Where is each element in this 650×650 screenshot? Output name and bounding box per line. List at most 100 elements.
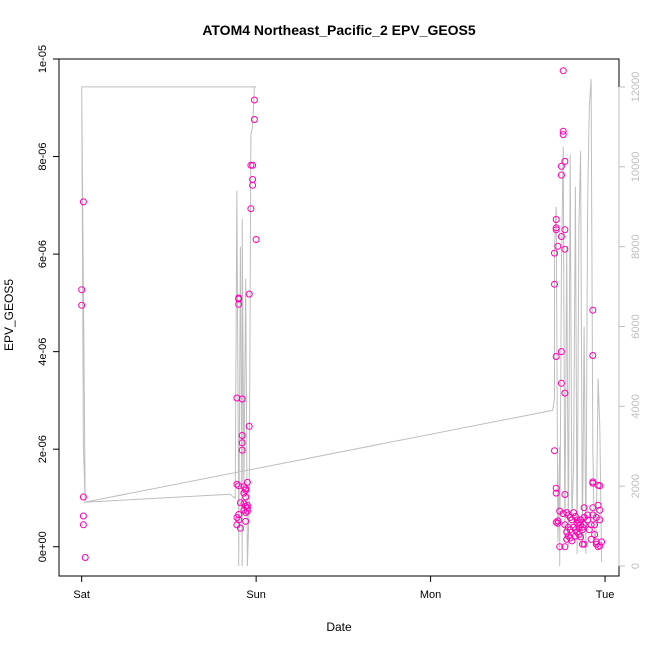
y-tick-label: 1e-05: [37, 45, 49, 73]
data-point: [551, 280, 558, 288]
y-tick-label: 2e-06: [37, 435, 49, 463]
x-tick-label: Sat: [73, 589, 90, 601]
data-point: [552, 518, 560, 526]
chart-title: ATOM4 Northeast_Pacific_2 EPV_GEOS5: [202, 22, 476, 38]
data-point: [559, 510, 567, 518]
data-point: [552, 484, 560, 492]
data-point: [584, 511, 592, 519]
data-point: [552, 216, 560, 223]
data-point: [79, 493, 87, 501]
data-point: [564, 532, 572, 540]
data-point: [561, 521, 569, 529]
data-point: [551, 447, 558, 455]
data-point: [585, 526, 593, 534]
data-point: [571, 532, 579, 540]
data-point: [556, 543, 564, 551]
data-point: [561, 157, 569, 165]
y-axis-right: 0 2000 4000 6000 8000 10000 12000: [618, 72, 642, 569]
data-point: [589, 306, 597, 314]
data-point: [591, 521, 599, 529]
x-axis: Sat Sun Mon Tue: [73, 575, 615, 601]
data-point: [596, 542, 604, 550]
data-point: [238, 432, 246, 439]
data-point: [250, 116, 258, 123]
data-point: [236, 499, 244, 507]
data-point: [554, 517, 562, 525]
data-point: [242, 517, 250, 525]
data-point: [554, 519, 562, 527]
data-point: [235, 482, 243, 490]
data-point: [575, 524, 583, 532]
data-point: [245, 290, 253, 298]
data-point: [589, 352, 597, 359]
data-point: [596, 516, 604, 524]
data-point: [561, 491, 569, 498]
data-point: [580, 540, 588, 548]
data-point: [236, 524, 244, 532]
y-axis-label: EPV_GEOS5: [2, 279, 16, 351]
data-point: [78, 301, 86, 309]
data-point: [552, 353, 560, 360]
data-point: [79, 198, 87, 206]
data-point: [78, 286, 86, 294]
x-tick-label: Tue: [596, 589, 615, 601]
data-point: [238, 395, 246, 403]
y2-tick-label: 6000: [630, 314, 642, 338]
data-point: [79, 512, 87, 520]
data-point: [249, 181, 257, 189]
data-point: [580, 504, 588, 512]
data-point: [243, 478, 251, 486]
x-axis-label: Date: [326, 620, 352, 634]
x-tick-label: Mon: [420, 589, 441, 601]
data-point: [554, 242, 562, 250]
data-point: [570, 523, 578, 531]
data-point: [242, 493, 250, 501]
y-tick-label: 4e-06: [37, 338, 49, 366]
y-axis-left: 0e+00 2e-06 4e-06 6e-06 8e-06 1e-05: [37, 45, 60, 562]
data-point: [561, 245, 569, 253]
data-point: [81, 554, 89, 561]
data-point: [577, 533, 585, 541]
data-point: [563, 528, 571, 536]
data-point: [557, 171, 565, 179]
data-point: [571, 513, 579, 520]
y-tick-label: 6e-06: [37, 240, 49, 268]
data-point: [568, 537, 576, 545]
data-point: [242, 509, 250, 517]
data-point: [559, 127, 567, 135]
data-point: [561, 543, 569, 551]
data-point: [570, 509, 578, 517]
x-tick-label: Sun: [246, 589, 266, 601]
data-point: [247, 205, 255, 213]
y2-tick-label: 10000: [630, 151, 642, 182]
data-point: [557, 233, 565, 240]
data-point: [561, 226, 569, 234]
data-point: [598, 538, 606, 546]
data-point: [551, 249, 558, 257]
y2-tick-label: 0: [630, 563, 642, 569]
data-point: [587, 521, 595, 529]
data-point: [557, 348, 565, 356]
data-point: [233, 480, 241, 488]
data-point: [552, 489, 560, 497]
data-point: [596, 482, 604, 490]
y-tick-label: 0e+00: [37, 531, 49, 562]
y2-tick-label: 4000: [630, 394, 642, 418]
data-point: [250, 96, 258, 104]
data-point: [238, 439, 246, 447]
series-line: [81, 78, 603, 567]
y2-tick-label: 8000: [630, 234, 642, 258]
data-point: [559, 131, 567, 139]
point-series: [78, 67, 606, 561]
data-point: [552, 226, 560, 234]
data-point: [596, 506, 604, 514]
line-series: [81, 78, 603, 567]
data-point: [557, 162, 565, 170]
y2-tick-label: 2000: [630, 474, 642, 498]
data-point: [592, 514, 600, 521]
data-point: [577, 516, 585, 524]
data-point: [79, 521, 87, 529]
data-point: [235, 516, 243, 524]
data-point: [233, 394, 241, 402]
